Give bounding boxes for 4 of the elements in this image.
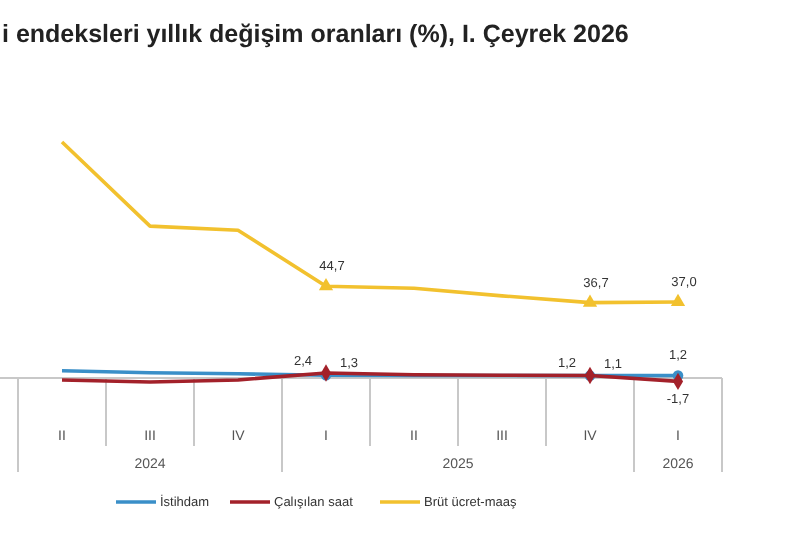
point	[582, 294, 598, 307]
point	[670, 293, 686, 307]
point	[318, 277, 334, 291]
chart-title: i endeksleri yıllık değişim oranları (%), I. Çeyrek 2026	[2, 20, 629, 48]
